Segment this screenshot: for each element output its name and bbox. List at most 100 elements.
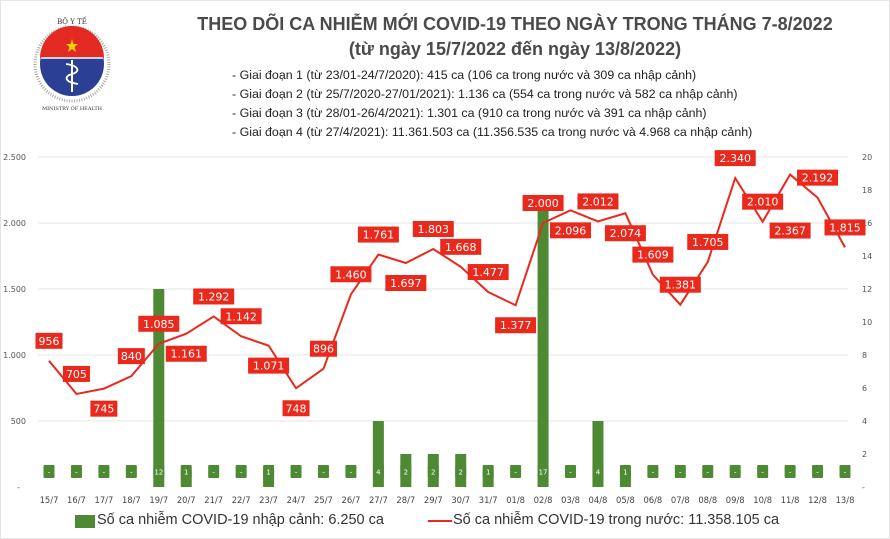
right-axis-tick: 10	[862, 318, 872, 327]
domestic-value-label: 2.000	[527, 197, 559, 210]
domestic-value-label: 2.012	[582, 195, 614, 208]
import-bar-label: 1	[623, 469, 627, 477]
x-axis-tick: 29/7	[424, 495, 443, 505]
domestic-value-label: 1.668	[445, 241, 477, 254]
x-axis-tick: 01/8	[506, 495, 525, 505]
x-axis-tick: 28/7	[396, 495, 415, 505]
right-axis-tick: 16	[862, 219, 872, 228]
import-bar-label-box	[510, 465, 522, 478]
import-bar-label: -	[75, 469, 78, 477]
domestic-value-label-box	[35, 332, 63, 349]
x-axis-tick: 17/7	[94, 495, 113, 505]
left-axis-tick: 500	[11, 417, 26, 426]
domestic-value-label-box	[632, 246, 674, 263]
import-bar-label: -	[569, 469, 572, 477]
import-bar	[482, 470, 494, 487]
domestic-value-label: 1.377	[500, 319, 532, 332]
domestic-value-label-box	[248, 357, 290, 374]
import-bar-label-box	[70, 465, 82, 478]
left-axis-tick: 2.500	[3, 153, 26, 162]
domestic-value-label: 1.697	[390, 277, 422, 290]
legend-bar-swatch	[75, 515, 95, 528]
x-axis-tick: 22/7	[232, 495, 251, 505]
domestic-value-label: 1.460	[335, 268, 367, 281]
import-bar-label-box	[784, 465, 796, 478]
domestic-value-label: 896	[313, 343, 334, 356]
domestic-value-label: 1.705	[692, 236, 724, 249]
import-bar-label-box	[674, 465, 686, 478]
domestic-value-label-box	[138, 315, 180, 332]
import-bar	[153, 289, 165, 487]
phase-note-2: - Giai đoạn 2 (từ 25/7/2020-27/01/2021):…	[232, 87, 738, 101]
x-axis-tick: 25/7	[314, 495, 333, 505]
import-bar-label-box	[372, 465, 384, 478]
domestic-value-label-box	[687, 233, 729, 250]
right-axis-tick: 14	[862, 252, 872, 261]
legend	[75, 515, 452, 528]
domestic-value-label-box	[769, 222, 811, 239]
x-axis-tick: 18/7	[122, 495, 141, 505]
import-bar-label: -	[240, 469, 243, 477]
x-axis-tick: 07/8	[671, 495, 690, 505]
domestic-value-label-box	[742, 193, 784, 210]
right-axis-tick: 18	[862, 186, 872, 195]
domestic-value-label-box	[90, 400, 118, 417]
x-axis-tick: 04/8	[589, 495, 608, 505]
domestic-value-label: 2.010	[747, 196, 779, 209]
import-bar-label: -	[130, 469, 133, 477]
x-axis-tick: 08/8	[698, 495, 717, 505]
import-bar-label-box	[235, 465, 247, 478]
logo-text-bottom: MINISTRY OF HEALTH	[42, 106, 103, 112]
domestic-value-label: 1.815	[829, 221, 861, 234]
import-bar-label-box	[208, 465, 220, 478]
import-bar	[537, 206, 549, 487]
import-bar-label: -	[844, 469, 847, 477]
import-bar-label: 1	[266, 469, 270, 477]
import-bar	[592, 421, 604, 487]
chart-title: THEO DÕI CA NHIỄM MỚI COVID-19 THEO NGÀY…	[197, 14, 833, 34]
import-bar-label-box	[345, 465, 357, 478]
domestic-value-label-box	[467, 264, 509, 281]
import-bar-label-box	[482, 465, 494, 478]
import-bar-label: -	[761, 469, 764, 477]
import-bar-label: -	[652, 469, 655, 477]
domestic-value-label-box	[522, 195, 564, 211]
x-axis-tick: 16/7	[67, 495, 86, 505]
right-axis-tick: 6	[862, 384, 867, 393]
import-bar-label: 1	[184, 469, 188, 477]
domestic-value-label-box	[797, 169, 839, 186]
domestic-value-label: 1.803	[418, 223, 450, 236]
x-axis-tick: 13/8	[836, 495, 855, 505]
import-bar-label: 2	[404, 469, 408, 477]
logo-text-top: BỘ Y TẾ	[57, 16, 87, 26]
domestic-value-label: 1.085	[143, 318, 175, 331]
domestic-value-label: 1.071	[253, 360, 285, 373]
domestic-value-label: 745	[93, 403, 114, 416]
domestic-value-label-box	[714, 150, 756, 167]
import-bar-label-box	[153, 465, 165, 478]
import-bar-label-box	[427, 465, 439, 478]
import-bar-label-box	[400, 465, 412, 478]
domestic-value-label-box	[193, 288, 235, 305]
import-bar-label: -	[295, 469, 298, 477]
domestic-value-label-box	[824, 219, 866, 236]
domestic-value-label: 1.381	[665, 279, 697, 292]
domestic-value-label-box	[659, 276, 701, 293]
import-bar-label-box	[455, 465, 467, 478]
import-bar-label-box	[43, 465, 55, 478]
import-bar-label: -	[514, 469, 517, 477]
x-axis-tick: 03/8	[561, 495, 580, 505]
x-axis-tick: 12/8	[808, 495, 827, 505]
domestic-value-label-box	[550, 222, 592, 239]
domestic-value-label: 2.096	[555, 224, 587, 237]
right-axis-tick: 4	[862, 417, 867, 426]
legend-line-label: Số ca nhiễm COVID-19 trong nước: 11.358.…	[453, 512, 780, 528]
phase-note-1: - Giai đoạn 1 (từ 23/01-24/7/2020): 415 …	[232, 68, 697, 82]
import-bar-label-box	[317, 465, 329, 478]
x-axis-tick: 26/7	[342, 495, 361, 505]
import-bar-label: -	[48, 469, 51, 477]
import-bar-label-box	[647, 465, 659, 478]
import-bar-label: -	[322, 469, 325, 477]
left-axis-tick: -	[17, 483, 20, 492]
